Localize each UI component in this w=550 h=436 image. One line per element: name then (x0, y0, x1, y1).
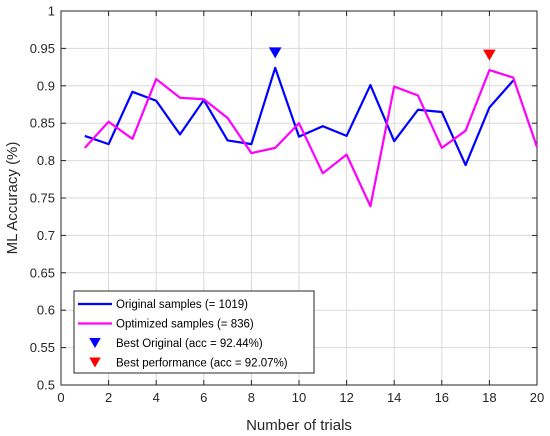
y-tick-label: 0.6 (37, 303, 55, 318)
legend-entry-label: Original samples (= 1019) (116, 299, 248, 311)
y-tick-label: 0.8 (37, 153, 55, 168)
x-tick-label: 12 (339, 390, 353, 405)
legend-entry-label: Optimized samples (= 836) (116, 319, 254, 331)
x-tick-label: 0 (57, 390, 64, 405)
chart-legend: Original samples (= 1019) Optimized sampl… (73, 290, 315, 374)
legend-marker-swatch (89, 338, 101, 348)
y-tick-label: 0.7 (37, 228, 55, 243)
y-tick-label: 0.75 (30, 191, 55, 206)
best-markers (268, 47, 496, 61)
y-tick-label: 0.5 (37, 378, 55, 393)
legend-entry-label: Best Original (acc = 92.44%) (116, 338, 263, 350)
series-lines (83, 66, 539, 208)
x-tick-label: 8 (248, 390, 255, 405)
x-tick-label: 20 (530, 390, 544, 405)
x-tick-label: 4 (153, 390, 160, 405)
axis-ticks: 0 2 4 6 8 10 12 14 16 18 20 0.5 0.55 0.6 0.65 0.7 0.75 0.… (30, 4, 545, 406)
y-tick-label: 0.95 (30, 41, 55, 56)
legend-box (73, 290, 315, 374)
y-tick-label: 0.9 (37, 78, 55, 93)
series-line-2 (83, 68, 539, 208)
x-tick-label: 18 (482, 390, 496, 405)
best-marker-2 (483, 49, 496, 61)
x-tick-label: 14 (387, 390, 401, 405)
legend-entry-label: Best performance (acc = 92.07%) (116, 358, 288, 370)
legend-marker-swatch (89, 357, 101, 368)
x-tick-label: 6 (200, 390, 207, 405)
best-marker-1 (268, 47, 282, 59)
x-tick-label: 2 (105, 390, 112, 405)
y-tick-label: 0.85 (30, 116, 55, 131)
y-tick-label: 0.55 (30, 340, 55, 355)
x-axis-label: Number of trials (246, 417, 352, 434)
y-tick-label: 1 (48, 4, 55, 19)
series-line-1 (84, 66, 515, 167)
y-tick-label: 0.65 (30, 265, 55, 280)
x-tick-label: 16 (435, 390, 449, 405)
x-tick-label: 10 (292, 390, 306, 405)
y-axis-label: ML Accuracy (%) (4, 142, 21, 255)
